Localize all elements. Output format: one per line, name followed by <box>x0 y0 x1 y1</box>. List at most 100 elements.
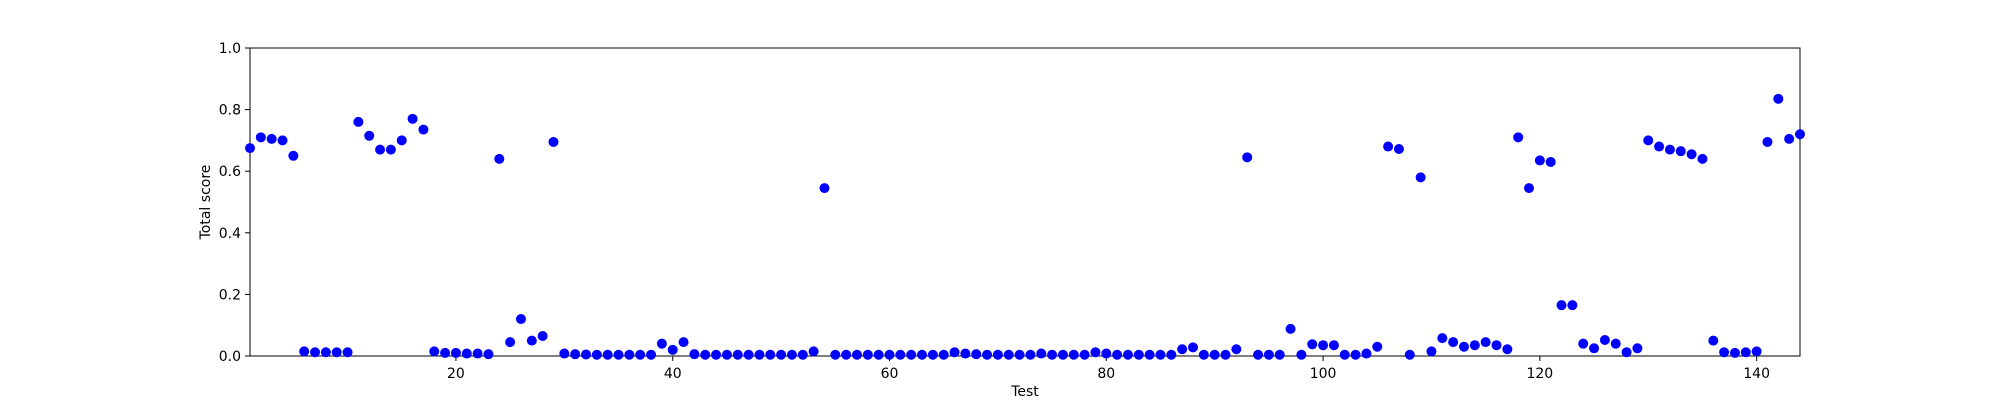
data-point <box>1491 340 1502 351</box>
data-point <box>1198 349 1209 360</box>
data-point <box>656 338 667 349</box>
data-point <box>472 348 483 359</box>
x-axis-ticks: 20 40 60 80 100 120 140 <box>447 356 1770 382</box>
data-point <box>1643 135 1654 146</box>
data-point <box>396 135 407 146</box>
data-point <box>1296 349 1307 360</box>
data-point <box>1578 338 1589 349</box>
data-point <box>440 347 451 358</box>
x-tick-label: 120 <box>1526 366 1553 382</box>
data-point <box>591 349 602 360</box>
data-point <box>1729 347 1740 358</box>
data-point <box>786 349 797 360</box>
data-point <box>299 346 310 357</box>
data-point <box>548 136 559 147</box>
data-point <box>602 349 613 360</box>
data-point <box>407 113 418 124</box>
data-point <box>581 349 592 360</box>
data-point <box>1567 300 1578 311</box>
data-point <box>1133 349 1144 360</box>
data-point <box>906 349 917 360</box>
data-point <box>483 349 494 360</box>
data-point <box>1675 146 1686 157</box>
x-tick-label: 40 <box>664 366 682 382</box>
data-point <box>754 349 765 360</box>
data-point <box>982 349 993 360</box>
data-point <box>1036 348 1047 359</box>
data-points <box>245 93 1805 360</box>
data-point <box>841 349 852 360</box>
data-point <box>461 348 472 359</box>
data-point <box>1112 349 1123 360</box>
data-point <box>288 150 299 161</box>
x-axis-label: Test <box>1010 384 1039 400</box>
data-point <box>1664 144 1675 155</box>
data-point <box>1383 141 1394 152</box>
data-point <box>1057 349 1068 360</box>
data-point <box>1437 333 1448 344</box>
data-point <box>1274 349 1285 360</box>
data-point <box>1632 343 1643 354</box>
data-point <box>938 349 949 360</box>
data-point <box>1740 347 1751 358</box>
data-point <box>375 144 386 155</box>
data-point <box>1242 152 1253 163</box>
data-point <box>819 183 830 194</box>
data-point <box>1458 341 1469 352</box>
data-point <box>689 349 700 360</box>
data-point <box>1166 349 1177 360</box>
data-point <box>1524 183 1535 194</box>
y-axis-ticks: 0.0 0.2 0.4 0.6 0.8 1.0 <box>219 41 250 365</box>
data-point <box>1393 144 1404 155</box>
data-point <box>971 349 982 360</box>
data-point <box>277 135 288 146</box>
data-point <box>613 349 624 360</box>
data-point <box>862 349 873 360</box>
data-point <box>797 349 808 360</box>
data-point <box>949 347 960 358</box>
y-tick-label: 0.4 <box>219 226 241 242</box>
data-point <box>765 349 776 360</box>
data-point <box>1025 349 1036 360</box>
data-point <box>624 349 635 360</box>
data-point <box>1318 340 1329 351</box>
data-point <box>743 349 754 360</box>
data-point <box>1502 344 1513 355</box>
data-point <box>1014 349 1025 360</box>
data-point <box>873 349 884 360</box>
data-point <box>1610 338 1621 349</box>
data-point <box>1621 347 1632 358</box>
data-point <box>1719 347 1730 358</box>
data-point <box>255 132 266 143</box>
data-point <box>1784 133 1795 144</box>
data-point <box>721 349 732 360</box>
data-point <box>1122 349 1133 360</box>
data-point <box>266 133 277 144</box>
data-point <box>1404 349 1415 360</box>
data-point <box>1708 335 1719 346</box>
data-point <box>1350 349 1361 360</box>
data-point <box>895 349 906 360</box>
data-point <box>667 344 678 355</box>
data-point <box>1415 172 1426 183</box>
data-point <box>1188 342 1199 353</box>
data-point <box>1534 155 1545 166</box>
data-point <box>526 335 537 346</box>
data-point <box>1263 349 1274 360</box>
data-point <box>1253 349 1264 360</box>
y-tick-label: 0.8 <box>219 103 241 119</box>
data-point <box>1513 132 1524 143</box>
y-axis-label: Total score <box>198 165 214 241</box>
data-point <box>320 347 331 358</box>
y-tick-label: 0.2 <box>219 287 241 303</box>
data-point <box>960 348 971 359</box>
data-point <box>1209 349 1220 360</box>
data-point <box>1144 349 1155 360</box>
data-point <box>1155 349 1166 360</box>
data-point <box>1751 346 1762 357</box>
data-point <box>1079 349 1090 360</box>
data-point <box>1339 349 1350 360</box>
data-point <box>776 349 787 360</box>
data-point <box>1762 136 1773 147</box>
